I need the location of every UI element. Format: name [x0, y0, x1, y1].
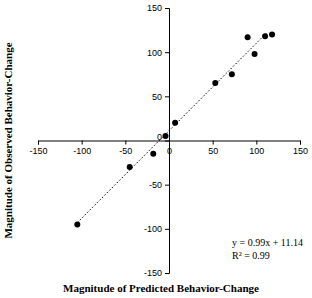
x-tick-mark [213, 141, 214, 145]
y-tick-label: 50 [152, 92, 162, 102]
x-tick-label: 100 [249, 146, 264, 156]
x-axis-title: Magnitude of Predicted Behavior-Change [63, 282, 259, 294]
x-tick-label: -150 [29, 146, 47, 156]
y-tick: -50 [149, 180, 169, 190]
point [163, 133, 169, 139]
y-axis: -150-100-50050100150 [144, 3, 170, 278]
y-tick-label: -150 [144, 268, 162, 278]
y-tick-mark [165, 229, 169, 230]
annotation: y = 0.99x + 11.14 [232, 237, 303, 248]
y-tick-mark [165, 8, 169, 9]
point [269, 32, 275, 38]
y-tick: 50 [152, 92, 169, 102]
point [127, 164, 133, 170]
x-tick: 100 [249, 141, 264, 156]
x-tick-mark [256, 141, 257, 145]
x-tick: -150 [29, 141, 47, 156]
point [150, 151, 156, 157]
y-tick: 150 [147, 3, 169, 13]
y-tick-label: -50 [149, 180, 162, 190]
annotation: R² = 0.99 [232, 250, 270, 261]
point [229, 71, 235, 77]
y-tick-label: -100 [144, 224, 162, 234]
y-tick-label: 100 [147, 48, 162, 58]
x-axis: -150-100-50050100150 [29, 141, 308, 156]
y-tick-mark [165, 185, 169, 186]
y-tick-label: 150 [147, 3, 162, 13]
y-axis-line [165, 9, 170, 274]
point [252, 51, 258, 57]
x-tick: -50 [119, 141, 132, 156]
y-tick-mark [165, 52, 169, 53]
y-tick: -100 [144, 224, 169, 234]
x-tick: 50 [208, 141, 218, 156]
y-tick-mark [165, 141, 169, 142]
x-tick-label: 50 [208, 146, 218, 156]
chart: -150-100-50050100150-150-100-50050100150… [0, 0, 312, 298]
x-tick: 150 [293, 141, 308, 156]
x-tick-label: -50 [119, 146, 132, 156]
x-tick-mark [38, 141, 39, 145]
x-tick-mark [82, 141, 83, 145]
y-tick-mark [165, 96, 169, 97]
point [245, 34, 251, 40]
point [212, 80, 218, 86]
y-tick-mark [165, 273, 169, 274]
y-tick: -150 [144, 268, 169, 278]
x-tick-mark [300, 141, 301, 145]
x-tick: -100 [73, 141, 91, 156]
trend-line [77, 33, 267, 223]
x-tick-label: -100 [73, 146, 91, 156]
x-tick-label: 150 [293, 146, 308, 156]
y-axis-title: Magnitude of Observed Behavior-Change [2, 42, 14, 238]
y-tick: 100 [147, 48, 169, 58]
plot-area [74, 32, 275, 228]
x-tick-mark [125, 141, 126, 145]
